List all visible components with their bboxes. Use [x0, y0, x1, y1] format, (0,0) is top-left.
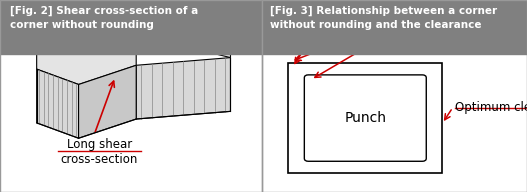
Text: Larger: Larger [373, 23, 411, 58]
FancyBboxPatch shape [304, 75, 426, 161]
Text: Punch: Punch [344, 111, 386, 125]
Text: [Fig. 2] Shear cross-section of a
corner without rounding: [Fig. 2] Shear cross-section of a corner… [11, 6, 199, 30]
Text: Optimum clearance: Optimum clearance [455, 101, 527, 114]
Text: Long shear
cross-section: Long shear cross-section [61, 138, 138, 166]
Text: [Fig. 3] Relationship between a corner
without rounding and the clearance: [Fig. 3] Relationship between a corner w… [270, 6, 497, 30]
Polygon shape [37, 19, 230, 84]
Polygon shape [136, 58, 230, 119]
Bar [288, 63, 442, 173]
Text: Die: Die [288, 33, 308, 46]
Polygon shape [79, 65, 136, 138]
Bar [0, 0, 262, 54]
Polygon shape [37, 69, 79, 138]
Bar [262, 0, 527, 54]
